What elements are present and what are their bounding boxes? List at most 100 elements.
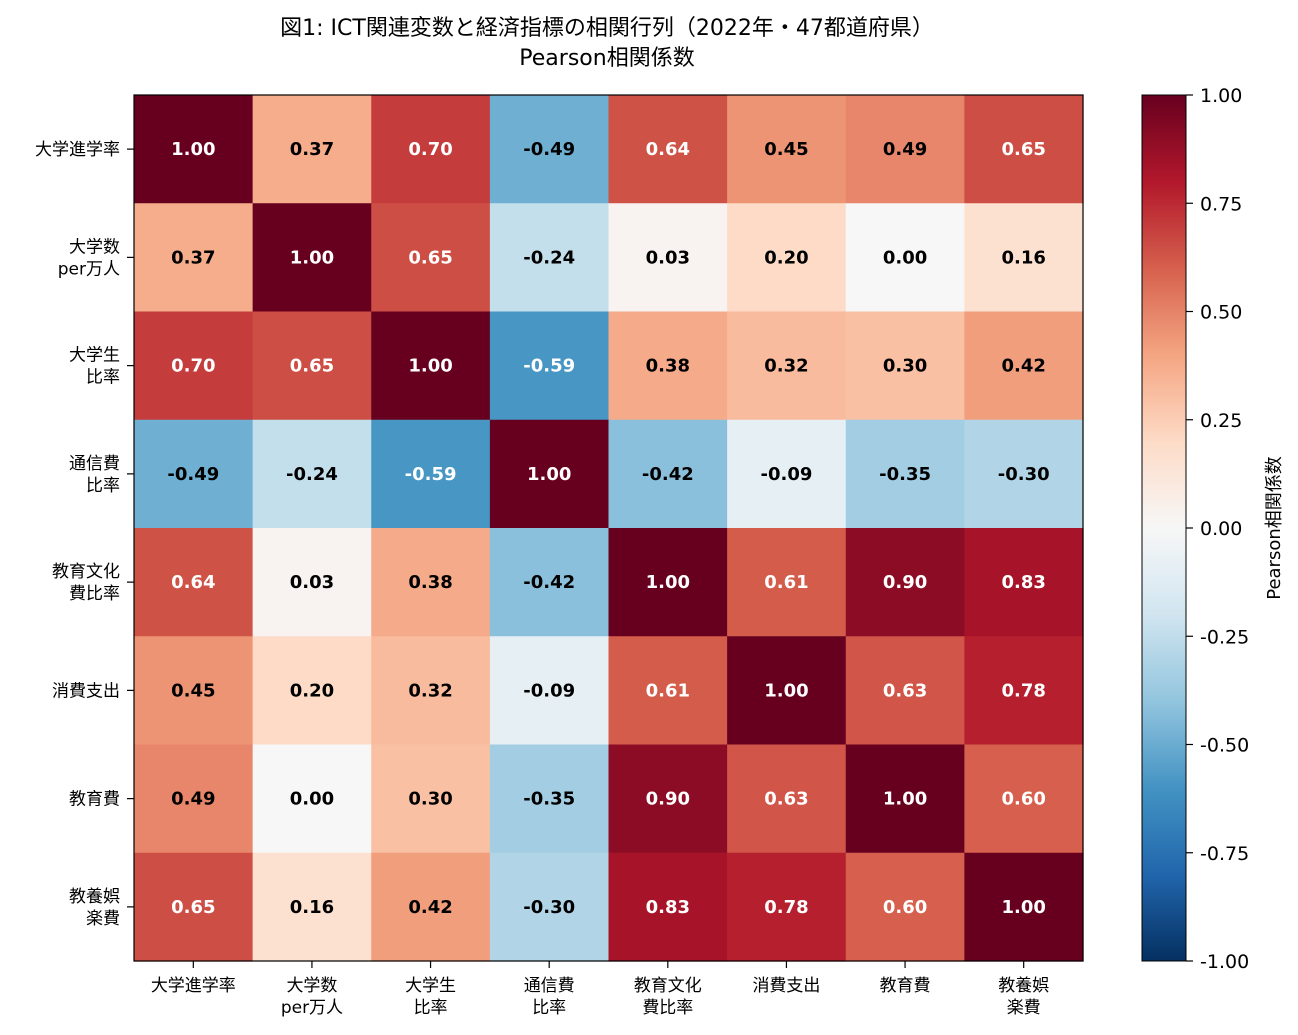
y-tick-label-5: 消費支出 xyxy=(52,681,120,701)
heatmap-value-label-5-2: 0.32 xyxy=(408,680,452,701)
heatmap-cell-1-3 xyxy=(489,203,610,313)
heatmap-value-label-0-6: 0.49 xyxy=(883,139,927,160)
heatmap-cell-5-6 xyxy=(845,636,965,746)
heatmap-value-label-4-0: 0.64 xyxy=(171,572,215,593)
heatmap-value-label-2-0: 0.70 xyxy=(171,356,215,377)
heatmap-cell-5-3 xyxy=(489,636,610,746)
heatmap-value-label-3-5: -0.09 xyxy=(760,464,812,485)
x-tick-label-0: 大学進学率 xyxy=(151,976,236,996)
y-tick-label-3: 通信費比率 xyxy=(69,454,120,496)
heatmap-value-label-3-6: -0.35 xyxy=(879,464,931,485)
heatmap-cell-7-5 xyxy=(727,852,847,962)
heatmap-value-label-2-1: 0.65 xyxy=(290,356,334,377)
heatmap-value-label-6-2: 0.30 xyxy=(408,789,452,810)
heatmap-value-label-5-4: 0.61 xyxy=(646,680,690,701)
heatmap-cell-0-7 xyxy=(964,95,1084,204)
heatmap-cell-1-4 xyxy=(608,203,728,313)
heatmap-value-label-5-3: -0.09 xyxy=(523,680,575,701)
colorbar-tick-label-8: -1.00 xyxy=(1200,951,1249,973)
heatmap-value-label-1-1: 1.00 xyxy=(290,247,334,268)
heatmap-cell-2-4 xyxy=(608,311,728,421)
heatmap-cell-0-5 xyxy=(727,95,847,204)
heatmap-value-label-7-0: 0.65 xyxy=(171,897,215,918)
heatmap-value-label-4-3: -0.42 xyxy=(523,572,575,593)
heatmap-value-label-4-7: 0.83 xyxy=(1001,572,1045,593)
heatmap-cell-3-4 xyxy=(608,419,728,529)
heatmap-value-label-0-5: 0.45 xyxy=(764,139,808,160)
heatmap-cell-0-2 xyxy=(371,95,491,204)
heatmap-cell-3-2 xyxy=(371,419,491,529)
heatmap-value-labels: 1.00 0.37 0.70 -0.49 0.64 0.45 0.49 0.65 0.37 1.0… xyxy=(167,139,1049,918)
heatmap-cell-3-6 xyxy=(845,419,965,529)
plot-frame xyxy=(133,94,1084,962)
heatmap-cell-5-1 xyxy=(252,636,372,746)
heatmap-cell-2-5 xyxy=(727,311,847,421)
x-axis: 大学進学率 大学数 per万人 大学生比率 通信費比率 教育文化費比率 消費支出 教育費 教養娯… xyxy=(151,961,1049,1018)
x-tick-label-2: 大学生比率 xyxy=(405,976,456,1018)
heatmap-value-label-6-5: 0.63 xyxy=(764,789,808,810)
heatmap-cell-2-6 xyxy=(845,311,965,421)
heatmap-value-label-1-3: -0.24 xyxy=(523,247,575,268)
heatmap-cell-4-6 xyxy=(845,528,965,637)
heatmap-value-label-4-6: 0.90 xyxy=(883,572,927,593)
heatmap-cell-4-5 xyxy=(727,528,847,637)
heatmap-cell-3-5 xyxy=(727,419,847,529)
heatmap-value-label-5-0: 0.45 xyxy=(171,680,215,701)
heatmap-value-label-4-4: 1.00 xyxy=(646,572,690,593)
heatmap-value-label-0-4: 0.64 xyxy=(646,139,690,160)
heatmap-value-label-3-7: -0.30 xyxy=(998,464,1050,485)
heatmap-cell-1-1 xyxy=(252,203,372,313)
heatmap-value-label-0-0: 1.00 xyxy=(171,139,215,160)
heatmap-value-label-2-7: 0.42 xyxy=(1001,356,1045,377)
heatmap-cell-1-0 xyxy=(134,203,254,313)
heatmap-cell-6-1 xyxy=(252,744,372,854)
heatmap-cell-0-3 xyxy=(489,95,610,204)
y-tick-label-6: 教育費 xyxy=(69,790,120,810)
heatmap-value-label-4-2: 0.38 xyxy=(408,572,452,593)
heatmap-cell-3-1 xyxy=(252,419,372,529)
heatmap-value-label-3-0: -0.49 xyxy=(167,464,219,485)
heatmap-cell-6-4 xyxy=(608,744,728,854)
heatmap-value-label-7-5: 0.78 xyxy=(764,897,808,918)
heatmap-cell-1-7 xyxy=(964,203,1084,313)
heatmap-value-label-6-4: 0.90 xyxy=(646,789,690,810)
y-tick-label-1: 大学数 per万人 xyxy=(58,237,120,279)
heatmap-value-label-1-7: 0.16 xyxy=(1001,247,1045,268)
heatmap-cell-7-1 xyxy=(252,852,372,962)
x-tick-label-6: 教育費 xyxy=(880,976,931,996)
heatmap-value-label-0-3: -0.49 xyxy=(523,139,575,160)
heatmap-cell-2-2 xyxy=(371,311,491,421)
heatmap-cell-6-0 xyxy=(134,744,254,854)
heatmap-cell-7-3 xyxy=(489,852,610,962)
heatmap-cell-3-0 xyxy=(134,419,254,529)
x-tick-label-7: 教養娯楽費 xyxy=(998,976,1049,1018)
heatmap-value-label-0-1: 0.37 xyxy=(290,139,334,160)
heatmap-cell-7-6 xyxy=(845,852,965,962)
heatmap-value-label-1-0: 0.37 xyxy=(171,247,215,268)
colorbar-tick-label-0: 1.00 xyxy=(1200,85,1242,107)
colorbar-tick-label-3: 0.25 xyxy=(1200,410,1242,432)
heatmap-cell-3-3 xyxy=(489,419,610,529)
heatmap-cell-7-4 xyxy=(608,852,728,962)
heatmap-value-label-5-7: 0.78 xyxy=(1001,680,1045,701)
heatmap-value-label-1-6: 0.00 xyxy=(883,247,927,268)
heatmap-cell-3-7 xyxy=(964,419,1084,529)
heatmap-cell-6-5 xyxy=(727,744,847,854)
y-tick-label-0: 大学進学率 xyxy=(35,140,120,160)
heatmap-value-label-3-1: -0.24 xyxy=(286,464,338,485)
x-tick-label-4: 教育文化費比率 xyxy=(634,976,702,1018)
heatmap-value-label-7-1: 0.16 xyxy=(290,897,334,918)
colorbar-ticks: 1.00 0.75 0.50 0.25 0.00 -0.25 -0.50 -0.75 -1.00 xyxy=(1186,85,1249,973)
heatmap-cell-6-6 xyxy=(845,744,965,854)
heatmap-cell-1-5 xyxy=(727,203,847,313)
heatmap-cell-0-0 xyxy=(134,95,254,204)
y-tick-label-7: 教養娯楽費 xyxy=(69,887,120,929)
heatmap-cell-0-6 xyxy=(845,95,965,204)
colorbar-tick-label-2: 0.50 xyxy=(1200,302,1242,324)
heatmap-cell-7-7 xyxy=(964,852,1084,962)
heatmap-cell-1-6 xyxy=(845,203,965,313)
heatmap-cell-4-0 xyxy=(134,528,254,637)
heatmap-value-label-5-1: 0.20 xyxy=(290,680,334,701)
heatmap-cell-1-2 xyxy=(371,203,491,313)
